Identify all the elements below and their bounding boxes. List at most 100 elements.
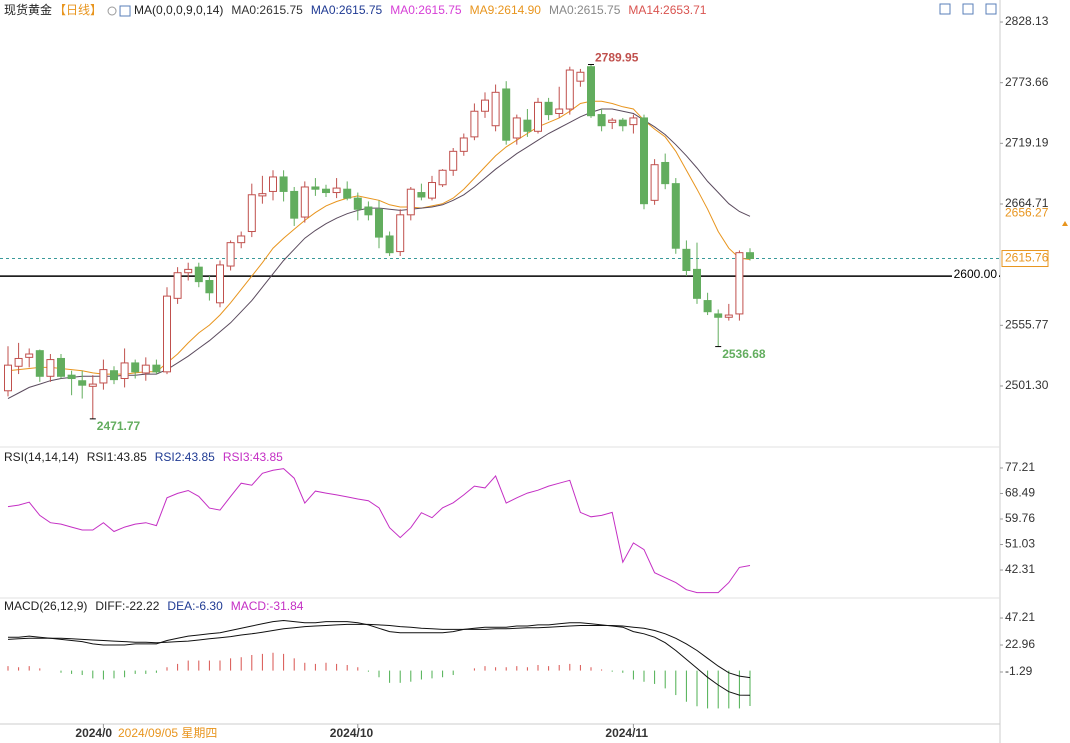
candle-body xyxy=(173,272,182,299)
close-icon[interactable] xyxy=(985,3,997,15)
zoom-icon[interactable] xyxy=(939,3,951,15)
y-tick-label: 2501.30 xyxy=(1005,378,1049,392)
cursor-label-bg xyxy=(116,726,228,742)
last-price-box xyxy=(1001,250,1049,268)
legend-entry: MA0:2615.75 xyxy=(231,3,303,17)
candle-body xyxy=(714,313,723,318)
candle-body xyxy=(640,117,648,205)
candle-body xyxy=(300,186,309,218)
x-tick-label: 2024/10 xyxy=(330,726,374,740)
candle-body xyxy=(587,66,595,117)
candle-body xyxy=(502,88,511,141)
indicator-line xyxy=(7,623,751,679)
legend-entry: RSI3:43.85 xyxy=(223,450,283,464)
indicator-line xyxy=(7,468,751,594)
x-tick-label: 2024/11 xyxy=(605,726,648,740)
settings-icon xyxy=(107,6,117,16)
y-tick-label: 2828.13 xyxy=(1005,14,1049,28)
candle-body xyxy=(131,362,140,373)
candle-body xyxy=(375,208,383,238)
candle-body xyxy=(364,206,373,216)
candle-body xyxy=(258,193,267,197)
candle-body xyxy=(163,295,171,373)
candle-body xyxy=(237,235,246,244)
candle-body xyxy=(35,350,44,377)
candle-body xyxy=(25,353,34,358)
candle-body xyxy=(671,183,680,249)
candle-body xyxy=(205,280,214,294)
candle-body xyxy=(608,119,617,123)
y-tick-label: 47.21 xyxy=(1005,610,1035,624)
x-tick-label: 2024/0 xyxy=(75,726,112,740)
y-tick-label: 51.03 xyxy=(1005,537,1035,551)
y-tick-label: 22.96 xyxy=(1005,637,1035,651)
candle-body xyxy=(385,235,394,254)
candle-body xyxy=(491,91,500,127)
y-tick-label: 68.49 xyxy=(1005,486,1035,500)
candle-body xyxy=(14,357,23,367)
legend-entry: RSI(14,14,14) xyxy=(4,450,79,464)
indicator-icon xyxy=(119,5,131,17)
candle-body xyxy=(481,99,489,112)
y-tick-label: 2719.19 xyxy=(1005,136,1049,150)
candle-body xyxy=(110,370,118,381)
candle-body xyxy=(565,69,574,110)
candle-body xyxy=(735,252,744,315)
legend-entry: DIFF:-22.22 xyxy=(95,599,159,613)
candle-body xyxy=(194,266,203,283)
candle-body xyxy=(322,188,330,194)
legend-entry: MA0:2615.75 xyxy=(549,3,621,17)
legend-entry: MA9:2614.90 xyxy=(470,3,542,17)
candle-body xyxy=(428,182,436,199)
candle-body xyxy=(629,117,638,126)
candle-body xyxy=(682,248,691,271)
candle-body xyxy=(512,117,521,139)
y-tick-label: 77.21 xyxy=(1005,460,1035,474)
candle-body xyxy=(406,188,415,216)
candle-body xyxy=(226,242,235,267)
legend-entry: RSI1:43.85 xyxy=(87,450,147,464)
low-label: 2536.68 xyxy=(722,347,766,361)
candle-body xyxy=(661,161,670,185)
support-label: 2600.00 xyxy=(954,267,998,281)
legend-entry: 【日线】 xyxy=(54,3,102,17)
legend-entry: RSI2:43.85 xyxy=(155,450,215,464)
legend-entry: MA0:2615.75 xyxy=(390,3,462,17)
y-tick-label: -1.29 xyxy=(1005,664,1033,678)
legend-entry: MA(0,0,0,9,0,14) xyxy=(134,3,223,17)
candle-body xyxy=(57,357,65,377)
candle-body xyxy=(78,380,87,386)
y-tick-label: 2773.66 xyxy=(1005,75,1049,89)
indicator-line xyxy=(8,619,751,696)
toolbar[interactable] xyxy=(939,3,997,15)
candle-body xyxy=(417,192,426,198)
candle-body xyxy=(438,169,447,186)
ma-marker-label: 2656.27 xyxy=(1005,206,1049,220)
candle-body xyxy=(650,164,659,201)
candle-body xyxy=(618,119,627,127)
legend-entry: MACD:-31.84 xyxy=(231,599,304,613)
legend-entry: MA14:2653.71 xyxy=(628,3,706,17)
candle-body xyxy=(449,150,458,171)
y-tick-label: 42.31 xyxy=(1005,562,1035,576)
candle-body xyxy=(523,119,532,132)
candle-body xyxy=(216,264,224,304)
candle-body xyxy=(343,188,352,199)
candle-body xyxy=(724,314,733,318)
candle-body xyxy=(555,108,564,114)
candle-body xyxy=(152,364,161,373)
legend-entry: DEA:-6.30 xyxy=(167,599,223,613)
candle-body xyxy=(576,71,585,82)
candle-body xyxy=(247,194,256,233)
candle-body xyxy=(597,114,606,127)
shrink-icon[interactable] xyxy=(962,3,974,15)
legend-entry: MACD(26,12,9) xyxy=(4,599,87,613)
candle-body xyxy=(4,364,12,392)
candle-body xyxy=(332,187,341,194)
candle-body xyxy=(67,374,76,380)
legend-entry: 现货黄金 xyxy=(4,2,52,17)
candle-body xyxy=(396,214,405,253)
candle-body xyxy=(534,101,542,132)
